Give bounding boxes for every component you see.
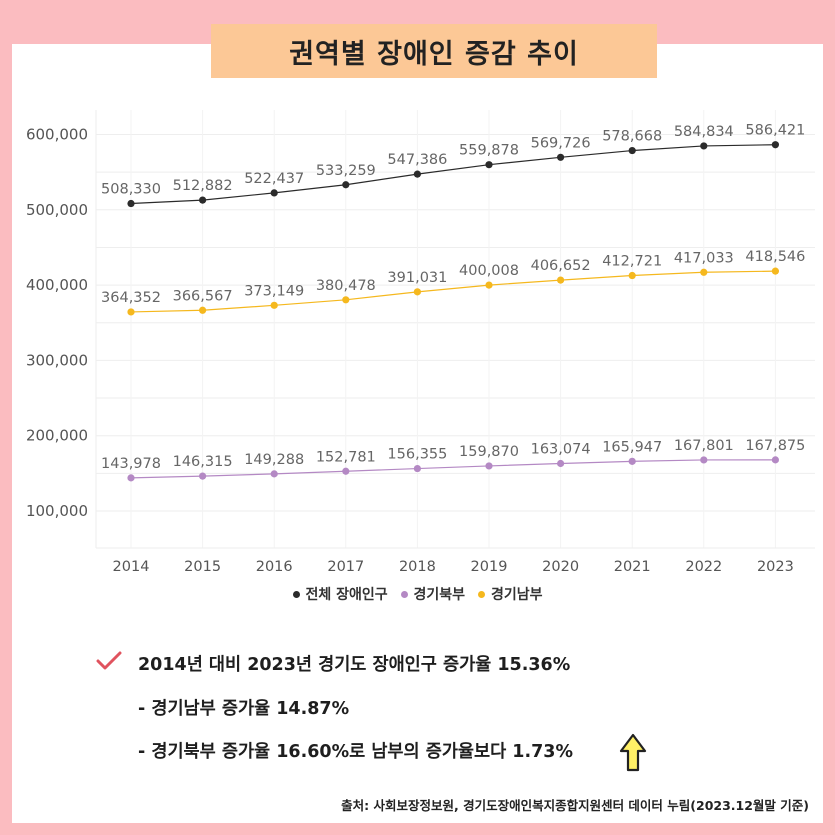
data-point [628, 271, 636, 280]
x-tick-label: 2020 [542, 559, 579, 575]
data-point [270, 189, 278, 197]
data-label: 559,878 [459, 143, 519, 159]
y-tick-label: 300,000 [26, 351, 88, 369]
legend-label-north: 경기북부 [413, 587, 466, 603]
data-label: 417,033 [674, 250, 734, 266]
data-point [771, 141, 780, 149]
data-label: 156,355 [387, 447, 447, 463]
data-point [199, 196, 207, 204]
data-point [342, 467, 350, 475]
data-label: 146,315 [173, 454, 233, 470]
data-point [127, 199, 135, 208]
y-tick-label: 200,000 [26, 427, 88, 445]
data-point [700, 456, 708, 464]
legend-dot-total [292, 590, 300, 598]
note-north-growth: - 경기북부 증가율 16.60%로 남부의 증가율보다 1.73% [138, 742, 574, 762]
data-point [771, 456, 780, 464]
data-point [413, 464, 421, 473]
data-label: 163,074 [531, 442, 591, 458]
x-tick-label: 2016 [256, 559, 293, 575]
data-label: 508,330 [101, 182, 161, 198]
data-label: 152,781 [316, 449, 376, 465]
data-label: 412,721 [602, 254, 662, 270]
data-label: 569,726 [531, 135, 591, 151]
up-arrow-icon [619, 733, 647, 772]
data-point [127, 474, 135, 482]
y-tick-label: 600,000 [26, 126, 88, 144]
note-total-growth: 2014년 대비 2023년 경기도 장애인구 증가율 15.36% [138, 655, 571, 675]
data-label: 547,386 [387, 152, 447, 168]
data-point [557, 276, 565, 284]
data-point [628, 457, 636, 465]
data-point [199, 306, 207, 314]
data-label: 149,288 [244, 452, 304, 468]
legend-item-north: 경기북부 [400, 587, 470, 603]
data-label: 512,882 [173, 178, 233, 194]
data-point [700, 268, 708, 276]
data-point [485, 161, 493, 169]
data-label: 373,149 [244, 283, 304, 299]
data-point [270, 301, 278, 309]
x-tick-label: 2015 [184, 559, 221, 575]
data-point [700, 142, 708, 150]
data-point [199, 472, 207, 480]
y-tick-label: 500,000 [26, 201, 88, 219]
data-label: 578,668 [602, 129, 662, 145]
legend-dot-north [400, 590, 408, 598]
data-label: 584,834 [674, 124, 734, 140]
data-point [342, 296, 350, 304]
line-chart: 100,000 200,000 300,000 400,000 500,000 600,0… [26, 110, 815, 575]
data-point [127, 308, 135, 316]
x-tick-label: 2019 [471, 559, 508, 575]
data-label: 418,546 [745, 249, 805, 265]
data-label: 522,437 [244, 171, 304, 187]
legend-dot-south [477, 590, 485, 598]
legend-item-total: 전체 장애인구 [292, 587, 393, 603]
data-label: 400,008 [459, 263, 519, 279]
series-line-1 [130, 459, 776, 479]
x-tick-label: 2017 [327, 559, 364, 575]
data-point [485, 462, 493, 470]
legend-label-south: 경기남부 [490, 587, 543, 603]
legend-label-total: 전체 장애인구 [305, 587, 388, 603]
data-label: 167,875 [745, 438, 805, 454]
data-label: 143,978 [101, 456, 161, 472]
data-label: 364,352 [101, 290, 161, 306]
note-south-growth: - 경기남부 증가율 14.87% [138, 699, 350, 719]
legend-item-south: 경기남부 [477, 587, 543, 603]
x-tick-label: 2018 [399, 559, 436, 575]
data-point [413, 170, 421, 178]
x-tick-label: 2021 [614, 559, 651, 575]
page-title: 권역별 장애인 증감 추이 [211, 24, 657, 78]
source-note: 출처: 사회보장정보원, 경기도장애인복지종합지원센터 데이터 누림(2023.… [341, 798, 809, 813]
y-tick-label: 400,000 [26, 276, 88, 294]
x-tick-label: 2014 [113, 559, 150, 575]
data-point [557, 459, 565, 468]
data-point [342, 181, 350, 189]
data-point [485, 281, 493, 289]
data-label: 586,421 [745, 123, 805, 139]
title-text: 권역별 장애인 증감 추이 [289, 38, 579, 70]
data-point [557, 153, 565, 161]
x-tick-label: 2023 [757, 559, 794, 575]
data-label: 391,031 [387, 270, 447, 286]
data-label: 406,652 [531, 258, 591, 274]
check-icon [96, 651, 122, 670]
data-point [270, 470, 278, 478]
data-point [628, 146, 636, 155]
data-label: 380,478 [316, 278, 376, 294]
data-label: 165,947 [602, 439, 662, 455]
data-point [413, 288, 421, 296]
data-label: 366,567 [173, 288, 233, 304]
data-label: 533,259 [316, 163, 376, 179]
data-label: 159,870 [459, 444, 519, 460]
series-line-0 [130, 144, 776, 205]
y-tick-label: 100,000 [26, 502, 88, 520]
x-tick-label: 2022 [685, 559, 722, 575]
chart-legend: 전체 장애인구 경기북부 경기남부 [0, 584, 835, 604]
data-point [771, 267, 780, 275]
data-label: 167,801 [674, 438, 734, 454]
series-line-2 [130, 270, 776, 313]
